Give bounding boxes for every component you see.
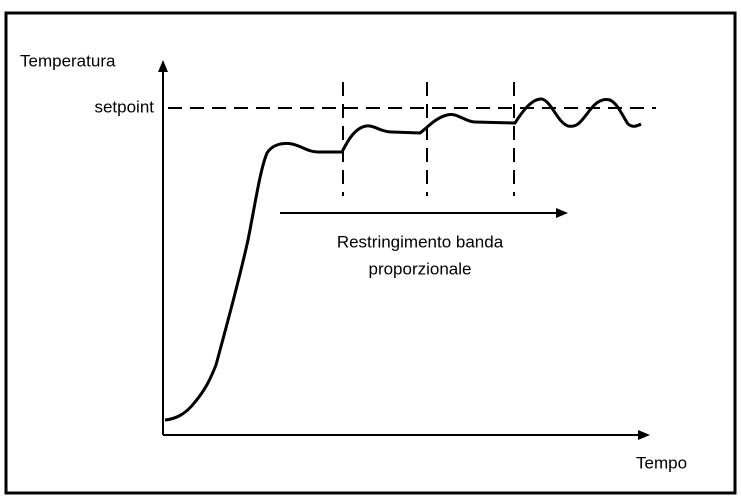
frame (4, 11, 737, 495)
setpoint-label: setpoint (94, 97, 154, 116)
annotation-line: proporzionale (368, 259, 471, 278)
y-axis-label: Temperatura (20, 51, 116, 70)
annotation-line: Restringimento banda (337, 232, 504, 251)
temperature-curve (164, 97, 642, 422)
x-axis-label: Tempo (636, 453, 687, 472)
